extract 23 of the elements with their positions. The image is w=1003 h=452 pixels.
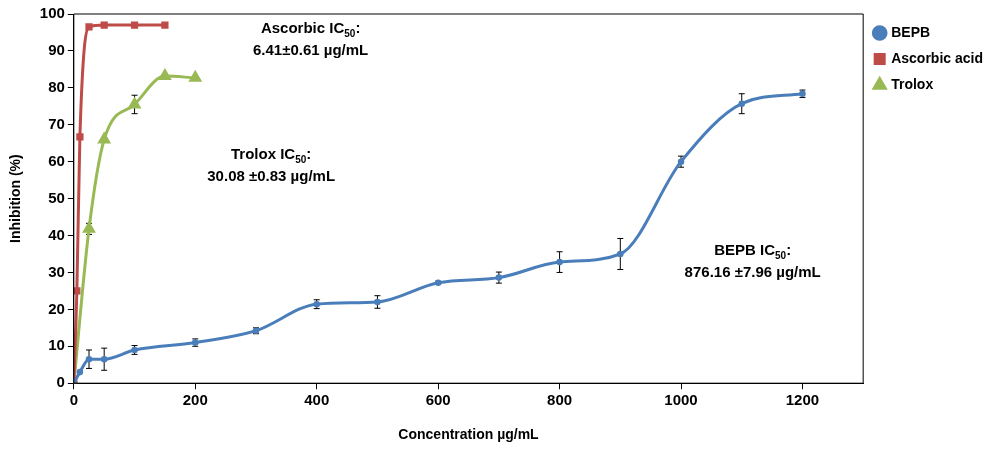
x-tick-label: 0 <box>69 391 78 409</box>
x-tick-label: 200 <box>182 391 208 409</box>
legend-label: Trolox <box>891 75 934 92</box>
y-tick-label: 0 <box>56 373 65 391</box>
y-tick-label: 20 <box>48 299 65 317</box>
legend-label: Ascorbic acid <box>891 49 984 66</box>
y-tick-label: 100 <box>39 4 65 22</box>
y-tick-label: 80 <box>48 77 65 95</box>
y-tick-label: 30 <box>48 262 65 280</box>
y-tick-label: 10 <box>48 336 65 354</box>
legend-label: BEPB <box>891 23 931 40</box>
x-tick-label: 800 <box>547 391 573 409</box>
x-tick-label: 600 <box>425 391 451 409</box>
y-tick-label: 40 <box>48 225 65 243</box>
x-tick-label: 1200 <box>785 391 820 409</box>
x-tick-label: 400 <box>304 391 330 409</box>
y-tick-label: 50 <box>48 188 65 206</box>
y-tick-label: 70 <box>48 114 65 132</box>
y-tick-label: 90 <box>48 41 65 59</box>
y-tick-label: 60 <box>48 151 65 169</box>
y-axis-title: Inhibition (%) <box>7 154 24 243</box>
x-tick-label: 1000 <box>664 391 698 409</box>
x-axis-title: Concentration µg/mL <box>398 426 540 443</box>
